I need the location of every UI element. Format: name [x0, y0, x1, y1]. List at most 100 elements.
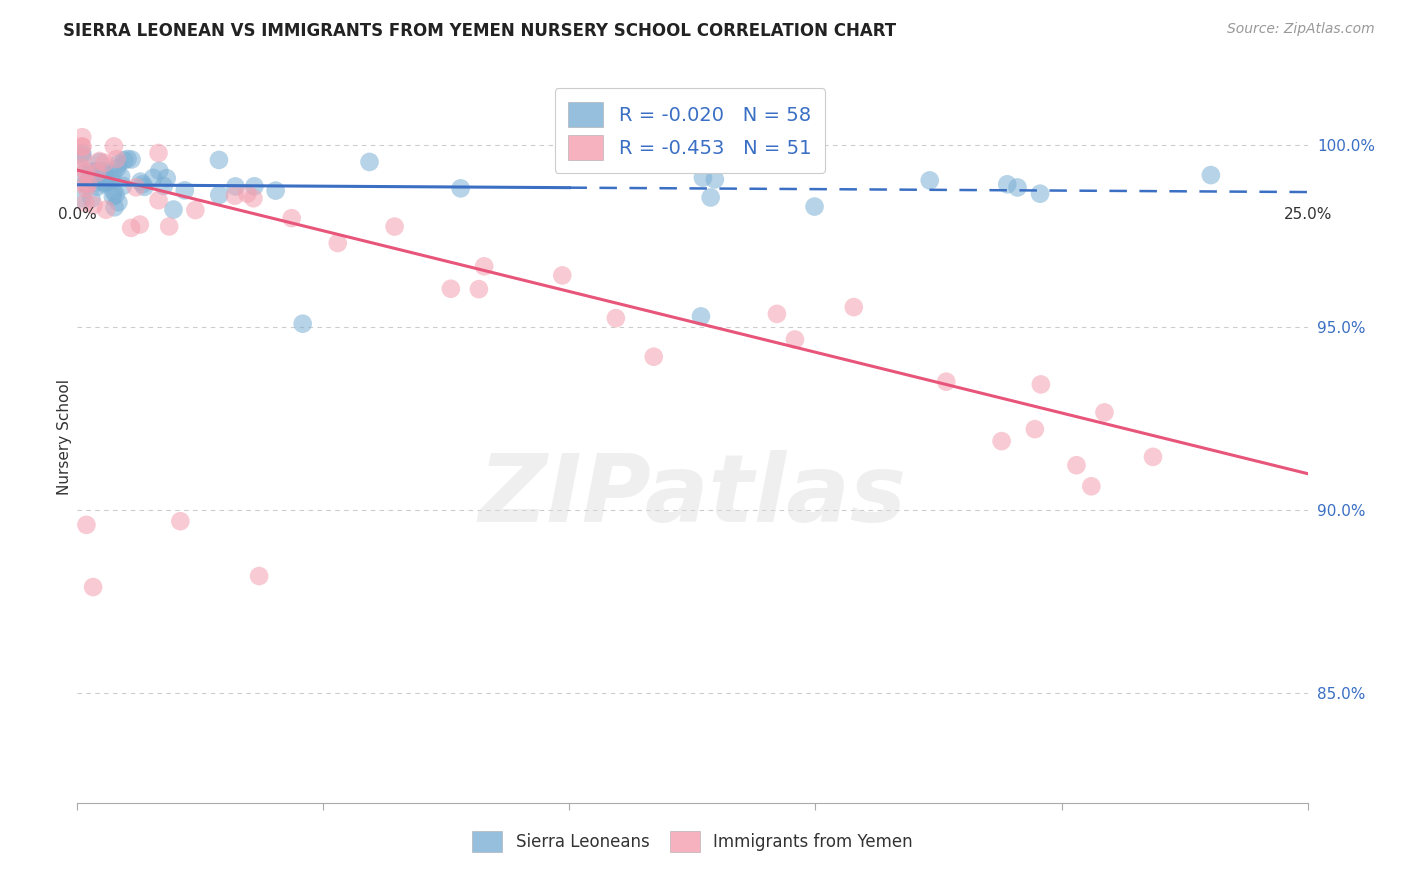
Point [70, 167, 93, 181]
Point [80, 164, 103, 178]
Point [162, 202, 184, 217]
Point [766, 307, 789, 321]
Point [918, 173, 941, 187]
Point [129, 175, 152, 189]
Point [242, 191, 264, 205]
Point [70, 146, 93, 161]
Point [82, 172, 104, 186]
Point [94, 168, 117, 182]
Point [1029, 377, 1052, 392]
Point [94, 176, 117, 190]
Point [103, 184, 125, 198]
Point [643, 350, 665, 364]
Point [152, 178, 174, 193]
Point [101, 166, 124, 180]
Text: ZIPatlas: ZIPatlas [478, 450, 907, 541]
Point [75, 178, 97, 192]
Point [80, 192, 103, 206]
Point [120, 220, 142, 235]
Point [75, 196, 97, 211]
Point [86, 165, 108, 179]
Point [134, 179, 156, 194]
Point [70, 150, 93, 164]
Point [1029, 186, 1052, 201]
Point [125, 180, 148, 194]
Point [131, 178, 153, 192]
Point [77, 177, 100, 191]
Point [699, 190, 721, 204]
Point [1199, 168, 1222, 182]
Point [1024, 422, 1046, 436]
Point [104, 187, 127, 202]
Point [1142, 450, 1164, 464]
Point [995, 178, 1018, 192]
Point [472, 260, 495, 274]
Point [384, 219, 406, 234]
Point [142, 170, 165, 185]
Point [935, 375, 957, 389]
Point [803, 200, 825, 214]
Point [468, 282, 491, 296]
Point [703, 172, 725, 186]
Point [105, 152, 128, 166]
Point [75, 517, 97, 532]
Point [112, 153, 135, 168]
Point [1066, 458, 1088, 473]
Point [208, 188, 231, 202]
Point [70, 130, 93, 145]
Point [551, 268, 574, 283]
Point [224, 188, 246, 202]
Point [1007, 180, 1029, 194]
Point [93, 175, 115, 189]
Point [783, 333, 806, 347]
Point [1094, 405, 1116, 419]
Text: Source: ZipAtlas.com: Source: ZipAtlas.com [1227, 22, 1375, 37]
Point [148, 194, 170, 208]
Point [128, 218, 150, 232]
Point [83, 198, 105, 212]
Point [243, 179, 266, 194]
Point [94, 202, 117, 217]
Point [156, 171, 179, 186]
Point [148, 163, 170, 178]
Point [842, 300, 865, 314]
Point [70, 191, 93, 205]
Point [86, 179, 108, 194]
Point [326, 235, 349, 250]
Point [100, 173, 122, 187]
Point [157, 219, 180, 234]
Point [359, 155, 381, 169]
Point [121, 153, 143, 167]
Point [75, 165, 97, 179]
Point [291, 317, 314, 331]
Point [73, 178, 96, 192]
Point [70, 161, 93, 175]
Point [173, 183, 195, 197]
Point [264, 184, 287, 198]
Point [84, 176, 107, 190]
Point [93, 177, 115, 191]
Point [169, 514, 191, 528]
Point [440, 282, 463, 296]
Point [236, 186, 259, 201]
Point [75, 181, 97, 195]
Point [103, 139, 125, 153]
Point [990, 434, 1012, 449]
Text: 0.0%: 0.0% [58, 207, 97, 222]
Text: SIERRA LEONEAN VS IMMIGRANTS FROM YEMEN NURSERY SCHOOL CORRELATION CHART: SIERRA LEONEAN VS IMMIGRANTS FROM YEMEN … [63, 22, 897, 40]
Point [89, 153, 111, 168]
Point [450, 181, 472, 195]
Point [70, 140, 93, 154]
Point [82, 580, 104, 594]
Point [1080, 479, 1102, 493]
Point [184, 203, 207, 218]
Point [247, 569, 270, 583]
Point [692, 170, 714, 185]
Point [148, 146, 170, 161]
Point [89, 155, 111, 169]
Point [70, 149, 93, 163]
Point [105, 161, 128, 176]
Point [208, 153, 231, 167]
Point [86, 164, 108, 178]
Point [93, 155, 115, 169]
